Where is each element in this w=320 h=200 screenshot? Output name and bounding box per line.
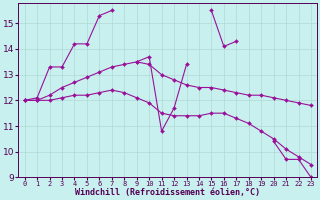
X-axis label: Windchill (Refroidissement éolien,°C): Windchill (Refroidissement éolien,°C) <box>75 188 260 197</box>
